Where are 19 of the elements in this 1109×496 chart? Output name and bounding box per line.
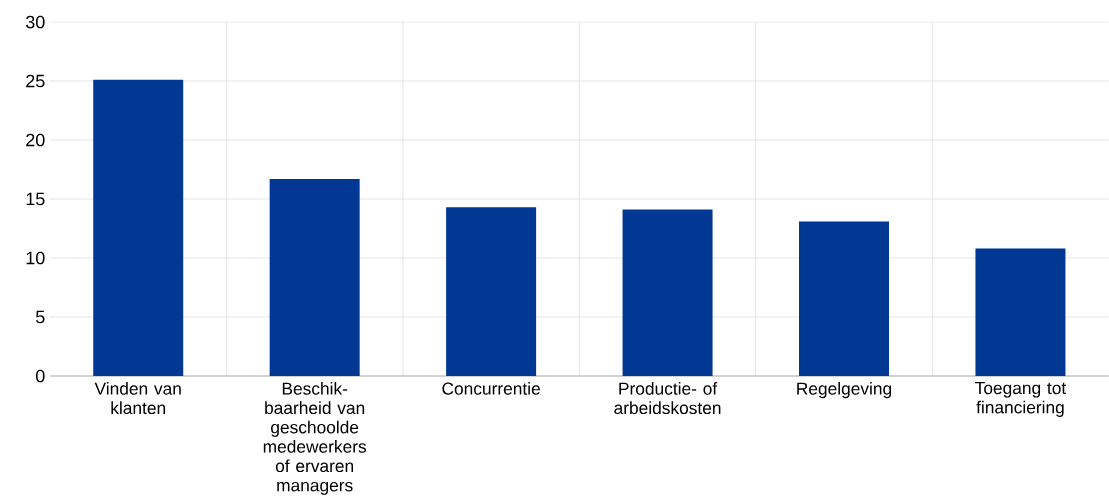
bar bbox=[93, 79, 184, 376]
y-tick-label: 20 bbox=[26, 133, 45, 147]
y-tick-label: 30 bbox=[25, 15, 45, 29]
bar bbox=[799, 221, 890, 376]
bar bbox=[446, 207, 537, 376]
x-tick-label: Beschik-baarheid van geschoolde medewerkers of ervaren managers bbox=[263, 382, 367, 495]
x-tick-label: Regelgeving bbox=[797, 382, 892, 399]
x-tick-label: Concurrentie bbox=[442, 382, 540, 395]
y-tick-label: 15 bbox=[26, 192, 45, 206]
y-tick-label: 25 bbox=[26, 74, 45, 88]
x-tick-label: Vinden van klanten bbox=[94, 382, 181, 415]
bar bbox=[975, 248, 1066, 376]
x-tick-label: Toegang tot financiering bbox=[975, 382, 1067, 417]
bar bbox=[269, 178, 360, 376]
y-tick-label: 0 bbox=[35, 369, 45, 383]
y-tick-label: 10 bbox=[26, 251, 45, 265]
bar bbox=[622, 209, 713, 376]
y-tick-label: 5 bbox=[35, 310, 45, 324]
x-tick-label: Productie- of arbeidskosten bbox=[614, 382, 721, 415]
